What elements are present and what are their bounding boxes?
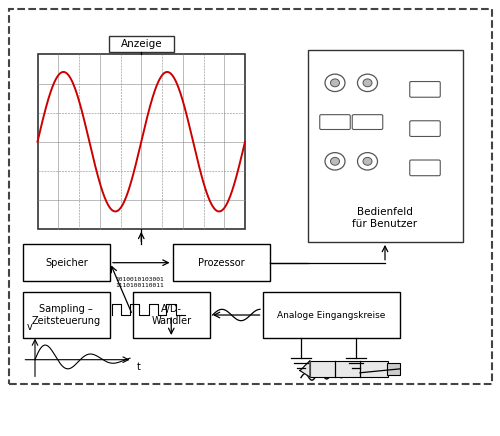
FancyBboxPatch shape [352,115,383,129]
Bar [388,363,400,375]
Bar [22,292,110,338]
Circle shape [325,153,345,170]
Text: Bedienfeld
für Benutzer: Bedienfeld für Benutzer [352,207,418,229]
Circle shape [330,79,340,87]
Text: Anzeige: Anzeige [120,39,162,49]
Circle shape [358,74,378,92]
Text: Analoge Eingangskreise: Analoge Eingangskreise [277,310,386,320]
Circle shape [325,74,345,92]
Text: Prozessor: Prozessor [198,258,244,268]
Text: Sampling –
Zeitsteuerung: Sampling – Zeitsteuerung [32,304,101,326]
Circle shape [358,153,378,170]
Bar [172,244,270,281]
Text: t: t [136,362,140,372]
Circle shape [363,79,372,87]
Circle shape [330,157,340,165]
Circle shape [363,157,372,165]
FancyBboxPatch shape [410,160,440,176]
Text: Speicher: Speicher [45,258,88,268]
Bar [108,36,174,52]
Bar [262,292,400,338]
FancyBboxPatch shape [320,115,350,129]
Bar [9,9,492,384]
Text: v: v [27,322,33,332]
Polygon shape [300,361,310,377]
FancyBboxPatch shape [410,121,440,136]
Bar [308,50,462,242]
Bar [310,361,388,377]
Text: 1010010103001
1110100110011: 1010010103001 1110100110011 [115,277,164,288]
Bar [22,244,110,281]
Bar [132,292,210,338]
Bar [38,54,245,229]
Text: A/D-
Wandler: A/D- Wandler [151,304,192,326]
FancyBboxPatch shape [410,82,440,97]
